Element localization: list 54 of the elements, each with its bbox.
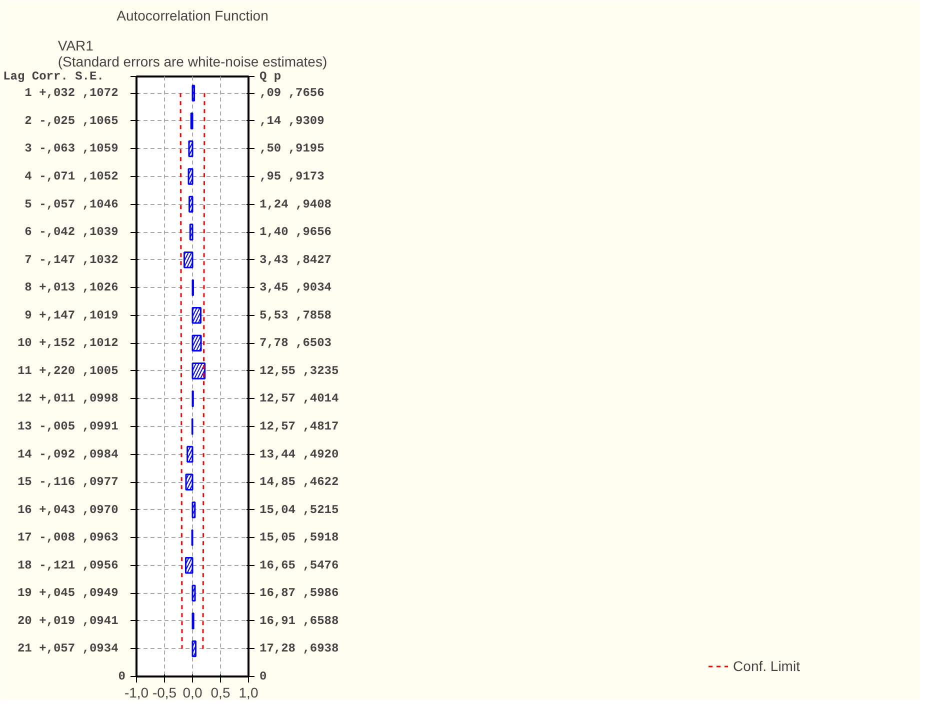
text: ,95 ,9173 xyxy=(260,170,324,184)
chart-subtitle: VAR1 (Standard errors are white-noise estimates) xyxy=(58,38,328,70)
y-tick-label: 19 +,045 ,0949 xyxy=(17,586,118,600)
legend-label: Conf. Limit xyxy=(733,658,800,674)
x-tick-label: -0,5 xyxy=(152,684,177,700)
x-tick-label: 1,0 xyxy=(238,684,258,700)
y-tick-label: 1 +,032 ,1072 xyxy=(24,86,118,100)
text: Q p xyxy=(260,70,282,84)
text: 15,04 ,5215 xyxy=(260,502,339,517)
y-tick-label: 20 +,019 ,0941 xyxy=(17,614,118,628)
y-tick-label: 12 +,011 ,0998 xyxy=(17,392,118,406)
y-tick-label: 16 +,043 ,0970 xyxy=(17,502,118,517)
chart-title: Autocorrelation Function xyxy=(116,8,268,24)
y-tick-label: 9 +,147 ,1019 xyxy=(24,308,118,322)
text: 12,55 ,3235 xyxy=(260,364,339,378)
text: 15,05 ,5918 xyxy=(260,530,339,545)
text: 7,78 ,6503 xyxy=(260,336,332,350)
y-tick-label: 6 -,042 ,1039 xyxy=(24,225,118,240)
y-tick-label: 10 +,152 ,1012 xyxy=(17,336,118,350)
text: 0 xyxy=(260,670,267,684)
y-tick-label: 17 -,008 ,0963 xyxy=(17,530,118,545)
text: 12,57 ,4014 xyxy=(260,392,339,406)
y-tick-label: 4 -,071 ,1052 xyxy=(24,170,118,184)
y-tick-label: 14 -,092 ,0984 xyxy=(17,447,118,462)
text: ,50 ,9195 xyxy=(260,142,324,156)
y-tick-label: 7 -,147 ,1032 xyxy=(24,252,118,267)
text: 16,91 ,6588 xyxy=(260,614,339,628)
y-tick-label: 3 -,063 ,1059 xyxy=(24,142,118,156)
y-tick-label: 0 xyxy=(118,670,126,684)
y-tick-label: 15 -,116 ,0977 xyxy=(17,475,118,490)
text: 12,57 ,4817 xyxy=(260,420,339,434)
text: 5,53 ,7858 xyxy=(260,308,332,322)
x-tick-label: 0,5 xyxy=(210,684,230,700)
text: 1,24 ,9408 xyxy=(260,197,332,212)
x-tick-label: -1,0 xyxy=(124,684,149,700)
y-tick-label: 21 +,057 ,0934 xyxy=(17,642,118,656)
y-tick-label: 18 -,121 ,0956 xyxy=(17,558,118,572)
y-tick-label: 5 -,057 ,1046 xyxy=(24,197,118,212)
text: 13,44 ,4920 xyxy=(260,447,339,462)
text: 14,85 ,4622 xyxy=(260,475,339,490)
text: 3,43 ,8427 xyxy=(260,252,332,267)
text: 16,87 ,5986 xyxy=(260,586,339,600)
y-tick-label: 2 -,025 ,1065 xyxy=(24,114,118,128)
text: 17,28 ,6938 xyxy=(260,642,339,656)
text: 1,40 ,9656 xyxy=(260,225,332,240)
text: Lag Corr. S.E. xyxy=(3,70,104,84)
y-tick-label: 13 -,005 ,0991 xyxy=(17,420,118,434)
y-tick-label: 11 +,220 ,1005 xyxy=(17,364,118,378)
text: 16,65 ,5476 xyxy=(260,558,339,572)
text: 3,45 ,9034 xyxy=(260,280,332,295)
text: ,14 ,9309 xyxy=(260,114,324,128)
y-tick-label: 8 +,013 ,1026 xyxy=(24,280,118,295)
text: ,09 ,7656 xyxy=(260,86,324,100)
x-tick-label: 0,0 xyxy=(182,684,202,700)
